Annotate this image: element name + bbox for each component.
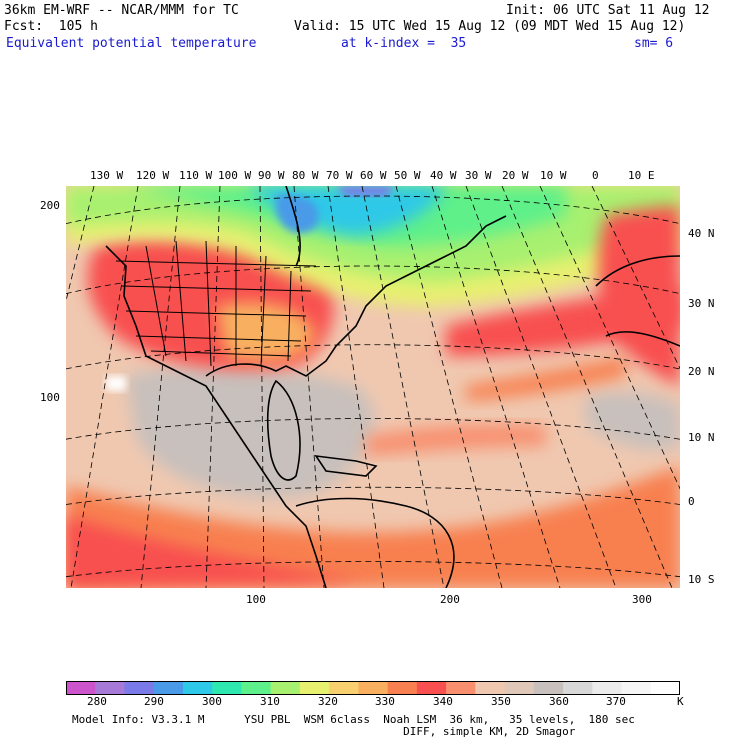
colorbar-swatch: [504, 681, 535, 695]
lon-label: 120 W: [136, 169, 170, 182]
colorbar-swatch: [153, 681, 184, 695]
colorbar-tick: 290: [144, 695, 164, 708]
valid-time: Valid: 15 UTC Wed 15 Aug 12 (09 MDT Wed …: [294, 19, 686, 34]
colorbar-swatch: [475, 681, 506, 695]
colorbar-swatch: [66, 681, 96, 695]
colorbar-border: [66, 681, 680, 695]
grid-label-left: 100: [40, 391, 60, 404]
colorbar-unit: K: [677, 695, 684, 708]
lon-label: 30 W: [465, 169, 492, 182]
colorbar-swatch: [212, 681, 242, 695]
lat-label: 20 N: [688, 365, 715, 378]
colorbar-tick: 350: [491, 695, 511, 708]
colorbar-swatch: [446, 681, 476, 695]
colorbar-swatch: [241, 681, 272, 695]
colorbar-swatch: [533, 681, 564, 695]
colorbar-swatch: [563, 681, 593, 695]
colorbar-swatch: [299, 681, 330, 695]
colorbar-swatch: [416, 681, 447, 695]
lon-label: 130 W: [90, 169, 124, 182]
smoothing-info: sm= 6: [634, 36, 674, 51]
colorbar-swatch: [358, 681, 389, 695]
lon-label: 100 W: [218, 169, 252, 182]
init-time: Init: 06 UTC Sat 11 Aug 12: [506, 3, 710, 18]
colorbar-tick: 360: [549, 695, 569, 708]
model-title: 36km EM-WRF -- NCAR/MMM for TC: [4, 3, 239, 18]
theta-e-map: [66, 186, 680, 588]
colorbar-tick: 340: [433, 695, 453, 708]
level-info: at k-index = 35: [341, 36, 467, 51]
lon-label: 0: [592, 169, 599, 182]
grid-label-bottom: 300: [632, 593, 652, 606]
lat-label: 10 N: [688, 431, 715, 444]
lat-label: 0: [688, 495, 695, 508]
colorbar-swatch: [182, 681, 213, 695]
theta-e-field: [66, 186, 680, 588]
colorbar-swatch: [95, 681, 125, 695]
colorbar-swatch: [329, 681, 359, 695]
colorbar-swatch: [124, 681, 155, 695]
grid-label-bottom: 100: [246, 593, 266, 606]
lon-label: 60 W: [360, 169, 387, 182]
coastlines: [105, 186, 680, 588]
colorbar-swatch: [592, 681, 623, 695]
colorbar-swatch: [270, 681, 301, 695]
lon-label: 70 W: [326, 169, 353, 182]
colorbar-swatch: [650, 681, 680, 695]
colorbar-tick: 280: [87, 695, 107, 708]
state-borders: [115, 240, 317, 367]
lat-label: 30 N: [688, 297, 715, 310]
model-info-line2: DIFF, simple KM, 2D Smagor: [72, 725, 576, 738]
graticule: [66, 186, 680, 588]
lat-label: 10 S: [688, 573, 715, 586]
forecast-hour: Fcst: 105 h: [4, 19, 98, 34]
grid-label-bottom: 200: [440, 593, 460, 606]
colorbar-tick: 310: [260, 695, 280, 708]
lat-label: 40 N: [688, 227, 715, 240]
lon-label: 10 W: [540, 169, 567, 182]
colorbar: [66, 681, 680, 695]
grid-label-left: 200: [40, 199, 60, 212]
colorbar-swatch: [387, 681, 418, 695]
colorbar-swatch: [621, 681, 652, 695]
colorbar-tick: 330: [375, 695, 395, 708]
lon-label: 10 E: [628, 169, 655, 182]
lon-label: 40 W: [430, 169, 457, 182]
model-info-line1: Model Info: V3.3.1 M YSU PBL WSM 6class …: [72, 713, 635, 726]
lon-label: 110 W: [179, 169, 213, 182]
field-name: Equivalent potential temperature: [6, 36, 257, 51]
lon-label: 90 W: [258, 169, 285, 182]
lon-label: 50 W: [394, 169, 421, 182]
colorbar-tick: 370: [606, 695, 626, 708]
lon-label: 20 W: [502, 169, 529, 182]
colorbar-tick: 320: [318, 695, 338, 708]
colorbar-tick: 300: [202, 695, 222, 708]
lon-label: 80 W: [292, 169, 319, 182]
